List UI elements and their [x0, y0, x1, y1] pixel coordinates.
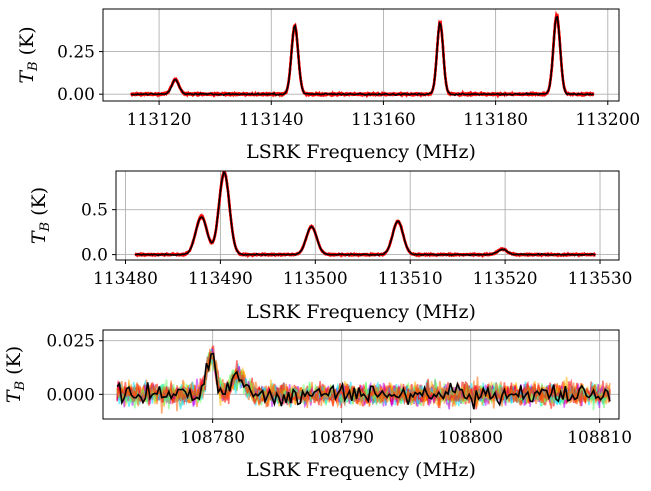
data-line — [134, 171, 596, 257]
data-line — [131, 15, 594, 97]
posterior-sample-line — [134, 171, 596, 258]
y-axis-label: TB (K) — [3, 346, 28, 403]
axes-frame — [102, 329, 620, 420]
x-axis-label: LSRK Frequency (MHz) — [246, 459, 476, 481]
panel-1: 113120 113140 113160 113180 113200 0.00 0.25 LS… — [16, 8, 640, 163]
posterior-sample-line — [130, 11, 595, 99]
spectra — [129, 10, 595, 99]
axes-frame — [102, 8, 620, 102]
y-tick-label: 0.5 — [81, 201, 108, 221]
posterior-sample-line — [129, 10, 595, 98]
data-line — [116, 352, 611, 410]
posterior-sample-line — [134, 171, 596, 258]
posterior-sample-line — [130, 13, 595, 98]
posterior-sample-line — [134, 171, 596, 258]
posterior-sample-line — [134, 171, 596, 258]
x-tick-label: 113200 — [575, 110, 640, 130]
axes-frame — [115, 170, 620, 261]
x-axis-label: LSRK Frequency (MHz) — [246, 141, 476, 163]
x-tick-label: 108800 — [438, 428, 503, 448]
x-tick-label: 113120 — [127, 110, 192, 130]
x-tick-label: 113520 — [473, 269, 538, 289]
x-tick-label: 113490 — [188, 269, 253, 289]
x-tick-label: 113530 — [568, 269, 633, 289]
posterior-sample-line — [134, 171, 597, 258]
y-tick-label: 0.25 — [57, 43, 95, 63]
posterior-sample-line — [116, 350, 611, 414]
y-tick-label: 0.025 — [46, 332, 95, 352]
x-tick-label: 113140 — [239, 110, 304, 130]
x-tick-label: 113510 — [378, 269, 443, 289]
x-tick-label: 113500 — [283, 269, 348, 289]
spectra — [116, 345, 611, 414]
panel-2: 113480 113490 113500 113510 113520 113530 0.0 0… — [28, 170, 633, 323]
x-tick-label: 108810 — [567, 428, 632, 448]
y-axis-label: TB (K) — [16, 26, 41, 83]
x-tick-label: 113180 — [463, 110, 528, 130]
posterior-sample-line — [130, 14, 595, 98]
posterior-sample-line — [134, 172, 596, 259]
posterior-sample-line — [130, 13, 595, 99]
y-tick-label: 0.000 — [46, 385, 95, 405]
x-axis-label: LSRK Frequency (MHz) — [246, 301, 476, 323]
x-tick-label: 108790 — [309, 428, 374, 448]
panel-3: 108780 108790 108800 108810 0.000 0.025 LSRK F… — [3, 329, 632, 481]
y-tick-label: 0.0 — [81, 246, 108, 266]
posterior-sample-line — [130, 14, 595, 98]
y-axis-label: TB (K) — [28, 187, 53, 244]
x-tick-label: 113480 — [93, 269, 158, 289]
spectra — [134, 171, 597, 259]
x-tick-label: 108780 — [180, 428, 245, 448]
y-tick-label: 0.00 — [57, 85, 95, 105]
x-tick-label: 113160 — [351, 110, 416, 130]
